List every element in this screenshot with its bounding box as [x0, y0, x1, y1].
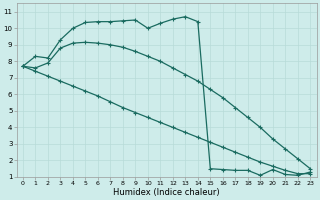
X-axis label: Humidex (Indice chaleur): Humidex (Indice chaleur) — [113, 188, 220, 197]
